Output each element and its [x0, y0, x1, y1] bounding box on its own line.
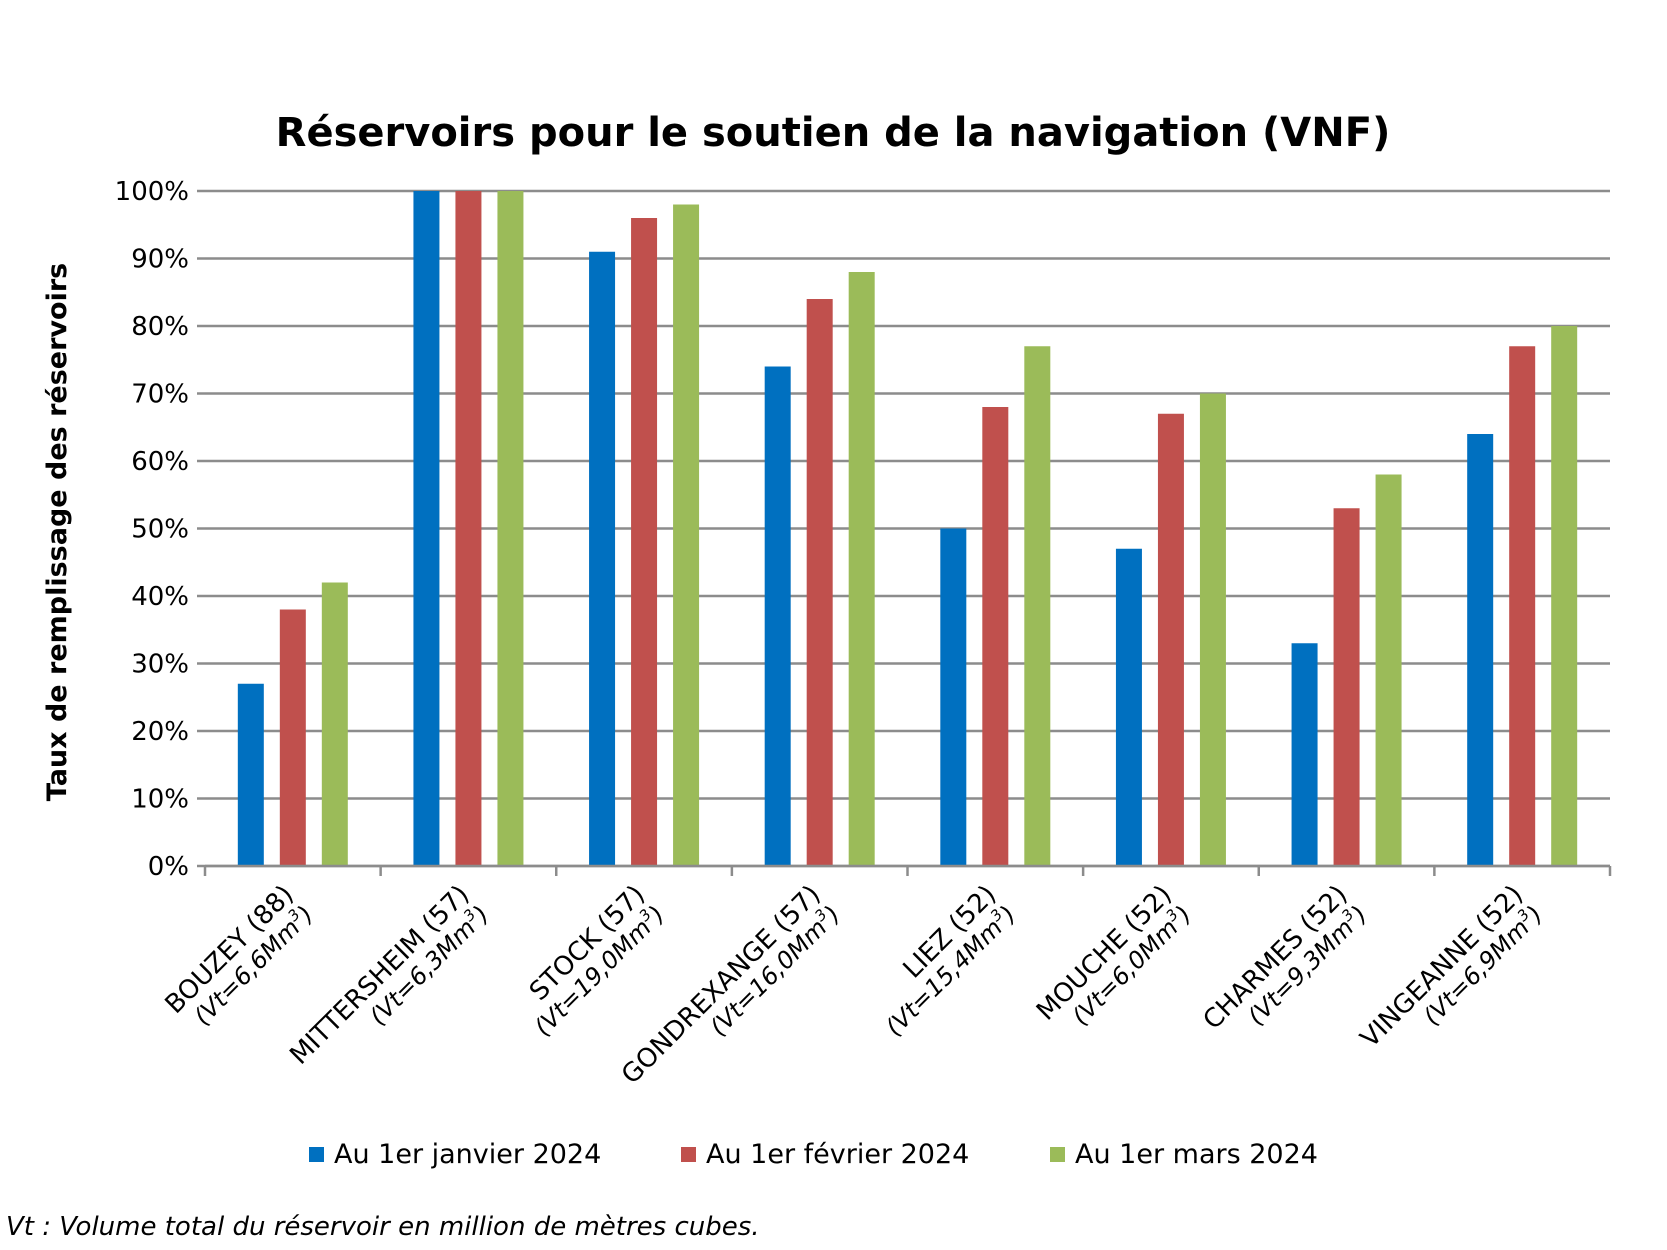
y-tick-label: 30% — [131, 650, 189, 680]
y-tick-label: 100% — [115, 177, 189, 207]
legend-item: Au 1er mars 2024 — [1050, 1139, 1318, 1170]
bar — [1333, 508, 1360, 866]
legend-label: Au 1er janvier 2024 — [334, 1139, 601, 1170]
bar — [1291, 643, 1318, 866]
bar — [982, 407, 1009, 866]
bar — [1024, 346, 1051, 866]
y-tick-label: 50% — [131, 515, 189, 545]
category-name: MITTERSHEIM (57) — [284, 880, 475, 1071]
y-tick-label: 90% — [131, 245, 189, 275]
legend-label: Au 1er mars 2024 — [1075, 1139, 1318, 1170]
bar — [413, 191, 440, 866]
category-label: MOUCHE (52)(Vt=6,0Mm3) — [1031, 880, 1197, 1031]
y-tick-label: 80% — [131, 312, 189, 342]
legend-item: Au 1er janvier 2024 — [309, 1139, 601, 1170]
category-label: MITTERSHEIM (57)(Vt=6,3Mm3) — [284, 880, 494, 1071]
bar — [848, 272, 875, 866]
legend-swatch — [1050, 1147, 1065, 1162]
bar — [1115, 548, 1142, 866]
category-label: STOCK (57)(Vt=19,0Mm3) — [524, 880, 670, 1042]
y-tick-label: 10% — [131, 785, 189, 815]
legend: Au 1er janvier 2024 Au 1er février 2024 Au… — [309, 1139, 1318, 1170]
chart-title: Réservoirs pour le soutien de la navigat… — [276, 110, 1391, 156]
category-label: VINGEANNE (52)(Vt=6,9Mm3) — [1355, 880, 1548, 1054]
y-tick-label: 60% — [131, 447, 189, 477]
bar — [1375, 474, 1402, 866]
y-axis-ticks: 0% 10% 20% 30% 40% 50% 60% 70% 80% 90% 100% — [115, 177, 189, 882]
bar — [279, 609, 306, 866]
footnote: Vt : Volume total du réservoir en millio… — [6, 1212, 760, 1242]
bar — [589, 251, 616, 866]
bar — [321, 582, 348, 866]
category-label: CHARMES (52)(Vt=9,3Mm3) — [1198, 880, 1373, 1036]
bar — [1467, 434, 1494, 866]
bar — [673, 204, 700, 866]
bar — [1157, 413, 1184, 866]
y-tick-label: 70% — [131, 380, 189, 410]
bar — [806, 299, 833, 866]
y-axis-label: Taux de remplissage des réservoirs — [42, 263, 73, 801]
bar — [455, 191, 482, 866]
y-tick-label: 20% — [131, 717, 189, 747]
bar — [1509, 346, 1536, 866]
bar — [631, 218, 658, 866]
bar — [497, 191, 524, 866]
legend-swatch — [681, 1147, 696, 1162]
category-label: LIEZ (52)(Vt=15,4Mm3) — [880, 880, 1021, 1042]
x-axis — [203, 864, 1612, 876]
bar — [1199, 393, 1226, 866]
category-name: VINGEANNE (52) — [1355, 880, 1529, 1054]
bar — [1551, 326, 1578, 866]
x-axis-labels: BOUZEY (88)(Vt=6,6Mm3)MITTERSHEIM (57)(V… — [160, 880, 1549, 1091]
bars — [237, 191, 1578, 866]
legend-label: Au 1er février 2024 — [706, 1139, 969, 1170]
category-label: BOUZEY (88)(Vt=6,6Mm3) — [160, 880, 319, 1031]
bar — [764, 366, 791, 866]
bar — [237, 683, 264, 866]
legend-item: Au 1er février 2024 — [681, 1139, 969, 1170]
y-tick-label: 40% — [131, 582, 189, 612]
legend-swatch — [309, 1147, 324, 1162]
bar — [940, 528, 967, 866]
y-tick-label: 0% — [148, 852, 189, 882]
